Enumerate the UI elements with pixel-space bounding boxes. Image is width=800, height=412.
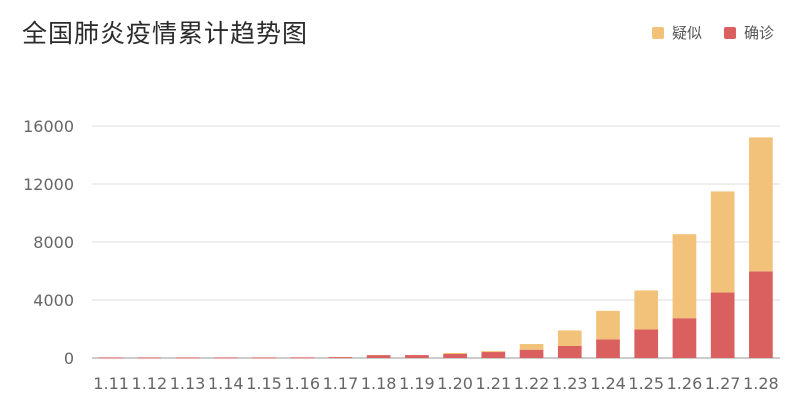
bar-confirmed-1.28[interactable] [749,271,773,358]
x-tick-label: 1.27 [705,374,741,393]
x-tick-label: 1.24 [590,374,626,393]
bar-suspected-1.27[interactable] [710,191,735,293]
bar-confirmed-1.24[interactable] [596,339,620,358]
y-tick-label: 16000 [23,117,74,136]
y-tick-label: 12000 [23,175,74,194]
bars [99,137,773,359]
x-tick-label: 1.28 [743,374,779,393]
y-tick-label: 4000 [33,291,74,310]
bar-confirmed-1.25[interactable] [634,329,659,358]
x-tick-label: 1.25 [628,374,664,393]
bar-confirmed-1.21[interactable] [481,351,506,358]
x-tick-label: 1.11 [93,374,129,393]
x-tick-label: 1.23 [552,374,588,393]
legend-swatch-suspected [651,26,664,39]
x-tick-label: 1.26 [667,374,703,393]
bar-suspected-1.25[interactable] [634,290,659,330]
x-tick-label: 1.13 [170,374,206,393]
x-tick-label: 1.17 [323,374,359,393]
bar-confirmed-1.20[interactable] [443,353,467,358]
x-tick-label: 1.12 [132,374,168,393]
legend-label-confirmed: 确诊 [743,24,774,42]
bar-confirmed-1.13[interactable] [175,357,200,359]
chart-title: 全国肺炎疫情累计趋势图 [22,19,309,48]
y-tick-label: 8000 [33,233,74,252]
bar-confirmed-1.27[interactable] [710,292,735,358]
x-tick-label: 1.15 [246,374,282,393]
legend-label-suspected: 疑似 [671,24,702,42]
bar-confirmed-1.12[interactable] [137,357,162,359]
x-tick-label: 1.14 [208,374,244,393]
legend-swatch-confirmed [723,26,736,39]
x-axis: 1.11 1.12 1.13 1.14 1.15 1.16 1.17 1.18 1.19 1.20… [93,374,778,393]
bar-suspected-1.26[interactable] [672,234,697,319]
y-axis: 0 4000 8000 12000 16000 [23,117,74,368]
legend-item-confirmed[interactable]: 确诊 [723,22,774,43]
bar-suspected-1.21[interactable] [481,351,506,353]
x-tick-label: 1.20 [437,374,473,393]
bar-suspected-1.23[interactable] [557,330,582,346]
bar-confirmed-1.23[interactable] [557,345,582,358]
legend-item-suspected[interactable]: 疑似 [651,22,702,43]
bar-confirmed-1.17[interactable] [328,357,353,359]
x-tick-label: 1.19 [399,374,435,393]
bar-confirmed-1.26[interactable] [672,318,697,358]
bar-confirmed-1.18[interactable] [366,355,391,358]
x-tick-label: 1.16 [284,374,320,393]
bar-confirmed-1.16[interactable] [290,357,315,359]
x-tick-label: 1.22 [514,374,550,393]
x-tick-label: 1.21 [476,374,512,393]
bar-confirmed-1.19[interactable] [405,355,429,358]
x-tick-label: 1.18 [361,374,397,393]
y-tick-label: 0 [64,349,74,368]
bar-suspected-1.24[interactable] [596,310,620,340]
bar-confirmed-1.15[interactable] [252,357,276,359]
bar-suspected-1.28[interactable] [749,137,773,272]
legend: 疑似 确诊 [630,22,774,43]
grid-lines [92,125,780,359]
bar-confirmed-1.14[interactable] [213,357,238,359]
bar-suspected-1.22[interactable] [519,344,544,350]
bar-confirmed-1.11[interactable] [99,357,123,359]
bar-confirmed-1.22[interactable] [519,349,544,358]
bar-suspected-1.20[interactable] [443,352,467,354]
